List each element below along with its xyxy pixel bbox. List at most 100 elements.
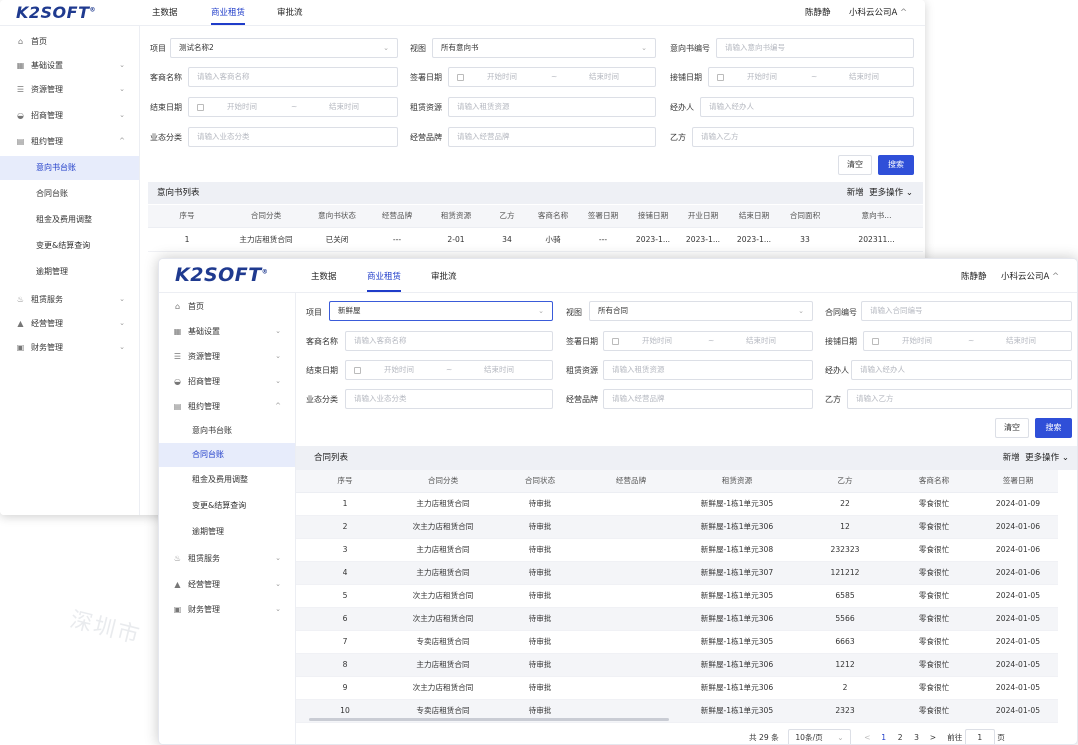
horizontal-scrollbar[interactable] <box>309 718 669 721</box>
company-switcher[interactable]: 小科云公司A ^ <box>1001 272 1060 282</box>
search-button[interactable]: 搜索 <box>878 155 914 175</box>
sidebar-item-basic[interactable]: ▦ 基础设置 ⌄ <box>173 326 281 336</box>
table-row[interactable]: 2 次主力店租赁合同 待审批 新鲜屋-1栋1单元306 12 零食很忙 2024-01-06 <box>296 515 1058 539</box>
user-name[interactable]: 陈静静 <box>805 8 831 18</box>
table-row[interactable]: 3 主力店租赁合同 待审批 新鲜屋-1栋1单元308 232323 零食很忙 2024-01… <box>296 538 1058 562</box>
recv-date-range[interactable]: 开始时间 ~ 结束时间 <box>708 67 914 87</box>
nav-tab-master-data[interactable]: 主数据 <box>311 272 337 282</box>
sidebar-item-operate[interactable]: ▲ 经营管理 ⌄ <box>17 318 125 328</box>
table-cell: 零食很忙 <box>890 630 978 654</box>
add-button[interactable]: 新增 <box>1002 453 1020 463</box>
chevron-down-icon: ⌄ <box>798 307 804 315</box>
sidebar-item-home[interactable]: ⌂ 首页 <box>174 301 204 311</box>
handler-input[interactable]: 请输入经办人 <box>851 360 1072 380</box>
nav-tab-master-data[interactable]: 主数据 <box>152 8 178 18</box>
sidebar-item-finance[interactable]: ▣ 财务管理 ⌄ <box>173 604 281 614</box>
table-cell: 待审批 <box>492 630 588 654</box>
view-select[interactable]: 所有合同 ⌄ <box>589 301 813 321</box>
column-header: 租赁资源 <box>426 205 486 228</box>
table-row[interactable]: 9 次主力店租赁合同 待审批 新鲜屋-1栋1单元306 2 零食很忙 2024-01-05 <box>296 676 1058 700</box>
sidebar-sub-rent-adjust[interactable]: 租金及费用调整 <box>36 215 92 224</box>
sidebar-item-basic[interactable]: ▦ 基础设置 ⌄ <box>16 60 125 70</box>
handler-input[interactable]: 请输入经办人 <box>700 97 914 117</box>
sidebar-sub-contract-ledger[interactable]: 合同台账 <box>36 189 68 198</box>
more-actions-button[interactable]: 更多操作 <box>869 188 904 198</box>
user-name[interactable]: 陈静静 <box>961 272 987 282</box>
sidebar-item-lease[interactable]: ▤ 租约管理 ^ <box>173 401 281 411</box>
partyb-input[interactable]: 请输入乙方 <box>692 127 914 147</box>
sidebar-sub-change-query[interactable]: 变更&结算查询 <box>36 241 91 250</box>
clear-button[interactable]: 清空 <box>838 155 872 175</box>
table-row[interactable]: 6 次主力店租赁合同 待审批 新鲜屋-1栋1单元306 5566 零食很忙 2024-01-… <box>296 607 1058 631</box>
add-button[interactable]: 新增 <box>846 188 864 198</box>
filter-label-docno: 意向书编号 <box>670 44 710 53</box>
sidebar-sub-overdue[interactable]: 逾期管理 <box>192 527 224 536</box>
nav-tab-approval[interactable]: 审批流 <box>431 272 457 282</box>
nav-tab-commercial-lease[interactable]: 商业租赁 <box>211 6 246 25</box>
resource-input[interactable]: 请输入租赁资源 <box>448 97 656 117</box>
sidebar-sub-intent-ledger[interactable]: 意向书台账 <box>192 426 232 435</box>
table-cell: 零食很忙 <box>890 653 978 677</box>
customer-input[interactable]: 请输入客商名称 <box>345 331 553 351</box>
project-select[interactable]: 测试名称2 ⌄ <box>170 38 398 58</box>
sidebar-sub-contract-ledger[interactable]: 合同台账 <box>159 443 295 467</box>
sidebar-item-operate[interactable]: ▲ 经营管理 ⌄ <box>174 579 281 589</box>
sidebar-item-resource[interactable]: ☰ 资源管理 ⌄ <box>173 351 281 361</box>
column-header: 客商名称 <box>528 205 578 228</box>
sidebar-sub-intent-ledger[interactable]: 意向书台账 <box>0 156 139 180</box>
sidebar-item-invest[interactable]: ◒ 招商管理 ⌄ <box>17 110 125 120</box>
brand-input[interactable]: 请输入经营品牌 <box>603 389 813 409</box>
table-row[interactable]: 8 主力店租赁合同 待审批 新鲜屋-1栋1单元306 1212 零食很忙 2024-01-0… <box>296 653 1058 677</box>
biz-input[interactable]: 请输入业态分类 <box>188 127 398 147</box>
end-date-range[interactable]: 开始时间 ~ 结束时间 <box>345 360 553 380</box>
docno-input[interactable]: 请输入意向书编号 <box>716 38 914 58</box>
search-button[interactable]: 搜索 <box>1035 418 1072 438</box>
table-row[interactable]: 4 主力店租赁合同 待审批 新鲜屋-1栋1单元307 121212 零食很忙 2024-01… <box>296 561 1058 585</box>
more-actions-button[interactable]: 更多操作 <box>1025 453 1060 463</box>
nav-tab-approval[interactable]: 审批流 <box>277 8 303 18</box>
sidebar-item-home[interactable]: ⌂ 首页 <box>17 36 47 46</box>
table-cell: 34 <box>486 227 528 252</box>
sidebar-item-finance[interactable]: ▣ 财务管理 ⌄ <box>16 342 125 352</box>
biz-input[interactable]: 请输入业态分类 <box>345 389 553 409</box>
table-row[interactable]: 1 主力店租赁合同 已关闭 --- 2-01 34 小骑 --- 2023-1... 2023-1… <box>148 227 923 252</box>
table-cell: 2023-1... <box>628 227 678 252</box>
table-cell: 零食很忙 <box>890 584 978 608</box>
next-page-button[interactable]: > <box>929 733 937 742</box>
sidebar-item-invest[interactable]: ◒ 招商管理 ⌄ <box>174 376 281 386</box>
page-size-select[interactable]: 10条/页 ⌄ <box>788 729 851 744</box>
sidebar-item-resource[interactable]: ☰ 资源管理 ⌄ <box>16 84 125 94</box>
page-3-button[interactable]: 3 <box>914 733 919 742</box>
sidebar-sub-overdue[interactable]: 逾期管理 <box>36 267 68 276</box>
table-row[interactable]: 5 次主力店租赁合同 待审批 新鲜屋-1栋1单元305 6585 零食很忙 2024-01-… <box>296 584 1058 608</box>
table-row[interactable]: 7 专卖店租赁合同 待审批 新鲜屋-1栋1单元305 6663 零食很忙 2024-01-0… <box>296 630 1058 654</box>
recv-date-range[interactable]: 开始时间 ~ 结束时间 <box>863 331 1072 351</box>
table-row[interactable]: 10 专卖店租赁合同 待审批 新鲜屋-1栋1单元305 2323 零食很忙 2024-01-… <box>296 699 1058 723</box>
prev-page-button[interactable]: < <box>864 733 871 742</box>
sign-date-range[interactable]: 开始时间 ~ 结束时间 <box>448 67 656 87</box>
table-row[interactable]: 1 主力店租赁合同 待审批 新鲜屋-1栋1单元305 22 零食很忙 2024-01-09 <box>296 492 1058 516</box>
brand-input[interactable]: 请输入经营品牌 <box>448 127 656 147</box>
nav-tab-commercial-lease[interactable]: 商业租赁 <box>367 270 402 292</box>
customer-input[interactable]: 请输入客商名称 <box>188 67 398 87</box>
table-cell: 10 <box>296 699 394 723</box>
table-cell: 新鲜屋-1栋1单元306 <box>674 653 800 677</box>
sidebar-sub-change-query[interactable]: 变更&结算查询 <box>192 501 247 510</box>
sign-date-range[interactable]: 开始时间 ~ 结束时间 <box>603 331 813 351</box>
goto-page-input[interactable]: 1 <box>964 729 995 744</box>
clear-button[interactable]: 清空 <box>995 418 1029 438</box>
sidebar-item-service[interactable]: ♨ 租赁服务 ⌄ <box>16 294 125 304</box>
sidebar-item-lease[interactable]: ▤ 租约管理 ^ <box>16 136 125 146</box>
partyb-input[interactable]: 请输入乙方 <box>847 389 1072 409</box>
contract-no-input[interactable]: 请输入合同编号 <box>861 301 1072 321</box>
resource-input[interactable]: 请输入租赁资源 <box>603 360 813 380</box>
view-select[interactable]: 所有意向书 ⌄ <box>432 38 656 58</box>
chevron-down-icon: ⌄ <box>119 343 125 351</box>
end-date-range[interactable]: 开始时间 ~ 结束时间 <box>188 97 398 117</box>
sidebar-sub-rent-adjust[interactable]: 租金及费用调整 <box>192 475 248 484</box>
project-select[interactable]: 新鲜屋 ⌄ <box>329 301 553 321</box>
page-2-button[interactable]: 2 <box>897 733 903 742</box>
page-1-button[interactable]: 1 <box>881 733 887 742</box>
company-switcher[interactable]: 小科云公司A ^ <box>849 8 908 18</box>
sidebar-item-service[interactable]: ♨ 租赁服务 ⌄ <box>173 553 281 563</box>
